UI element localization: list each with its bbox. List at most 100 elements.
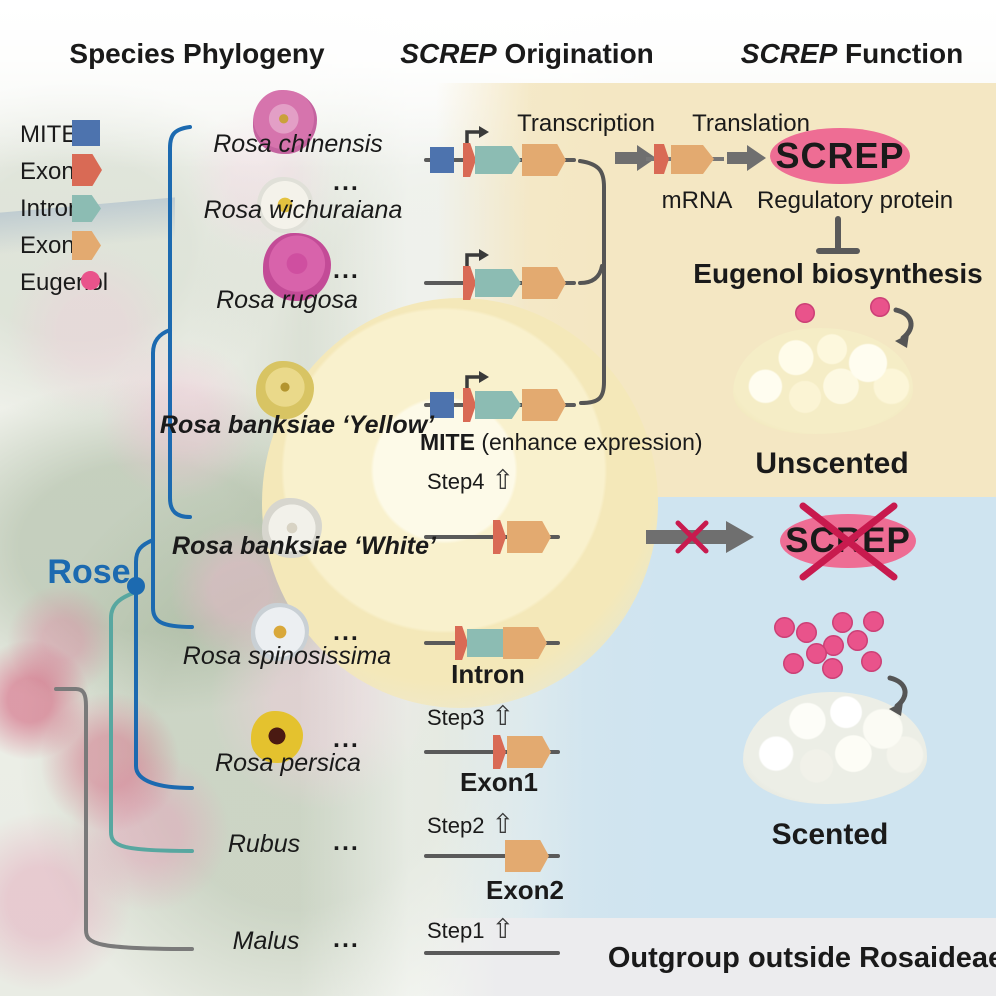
species-label-rosa-banksiae-white: Rosa banksiae ‘White’ — [172, 532, 436, 560]
rosa-rugosa-flower-photo — [263, 233, 331, 301]
eugenol-dot — [783, 653, 804, 674]
exon2-gain-label: Exon2 — [485, 875, 565, 905]
species-label-rubus: Rubus — [227, 830, 301, 858]
species-label-rosa-persica: Rosa persica — [215, 749, 361, 777]
eugenol-dot — [806, 643, 827, 664]
species-label-rosa-chinensis: Rosa chinensis — [213, 130, 383, 158]
exon2-block — [522, 144, 566, 176]
column-header-screp-function: SCREP Function — [741, 38, 963, 70]
intron-block — [475, 391, 521, 419]
mite-block — [430, 147, 454, 173]
legend-label-mite: MITE — [20, 121, 78, 148]
species-label-rosa-banksiae-yellow: Rosa banksiae ‘Yellow’ — [159, 411, 435, 439]
scented-label: Scented — [771, 818, 889, 851]
exon1-block — [493, 735, 506, 769]
eugenol-dot — [847, 630, 868, 651]
mite-block — [430, 392, 454, 418]
screp-italic: SCREP — [740, 38, 838, 69]
step2-label: Step2 ⇧ — [427, 809, 515, 839]
gene-structure-rosa-banksiae-yellow — [424, 383, 576, 427]
gene-baseline — [424, 535, 560, 539]
translation-label: Translation — [692, 110, 810, 137]
rosa-spinosissima-flower-photo — [251, 603, 309, 661]
species-label-rosa-spinosissima: Rosa spinosissima — [182, 642, 392, 670]
gene-structure-rosa-rugosa — [424, 261, 576, 305]
outgroup-strip — [420, 918, 996, 996]
ellipsis: ... — [333, 828, 360, 856]
screp-italic: SCREP — [400, 38, 497, 69]
step1-label: Step1 ⇧ — [427, 914, 515, 944]
up-arrow-icon: ⇧ — [491, 914, 515, 944]
origination-word: Origination — [496, 38, 654, 69]
species-label-rosa-wichuraiana: Rosa wichuraiana — [203, 196, 403, 224]
exon1-block — [493, 520, 506, 554]
step4-label: Step4 ⇧ — [427, 465, 515, 495]
intron-block — [475, 146, 521, 174]
regulatory-protein-label: Regulatory protein — [756, 187, 954, 214]
exon1-block — [455, 626, 468, 660]
unscented-label: Unscented — [755, 447, 909, 480]
exon1-block — [463, 143, 476, 177]
ellipsis: ... — [333, 618, 360, 646]
mrna-label: mRNA — [661, 187, 733, 214]
exon2-block — [507, 736, 551, 768]
gene-structure-rosa-chinensis — [424, 138, 576, 182]
legend-label-intron: Intron — [20, 195, 82, 222]
eugenol-biosynthesis-label: Eugenol biosynthesis — [693, 258, 983, 289]
screp-lost-name: SCREP — [785, 521, 911, 560]
transcription-label: Transcription — [517, 110, 655, 137]
exon2-block — [507, 521, 551, 553]
up-arrow-icon: ⇧ — [491, 465, 515, 495]
eugenol-dot — [863, 611, 884, 632]
rosa-wichuraiana-flower-photo — [257, 177, 313, 233]
exon1-gain-label: Exon1 — [459, 767, 539, 797]
exon2-block — [522, 267, 566, 299]
ellipsis: ... — [333, 256, 360, 284]
ellipsis: ... — [333, 168, 360, 196]
ellipsis: ... — [333, 725, 360, 753]
gene-structure-rubus — [424, 834, 560, 878]
eugenol-dot — [870, 297, 890, 317]
rosa-chinensis-flower-photo — [253, 90, 317, 154]
screp-protein-name: SCREP — [775, 135, 905, 176]
unscented-yellow-flower-cluster-photo — [733, 328, 913, 434]
exon1-block — [463, 388, 476, 422]
exon1-block — [463, 266, 476, 300]
up-arrow-icon: ⇧ — [491, 809, 515, 839]
column-header-species-phylogeny: Species Phylogeny — [69, 38, 325, 69]
exon2-block — [505, 840, 549, 872]
mite-annotation: MITE (enhance expression) — [420, 429, 703, 456]
function-word: Function — [837, 38, 964, 69]
eugenol-swatch-icon — [81, 271, 100, 290]
eugenol-dot — [795, 303, 815, 323]
mite-word: MITE — [420, 429, 475, 455]
eugenol-dot — [823, 635, 844, 656]
species-label-malus: Malus — [232, 927, 300, 955]
gene-baseline — [424, 951, 560, 955]
up-arrow-icon: ⇧ — [491, 701, 515, 731]
species-label-rosa-rugosa: Rosa rugosa — [216, 286, 358, 314]
gene-baseline — [424, 750, 560, 754]
exon2-block — [522, 389, 566, 421]
mite-note: (enhance expression) — [481, 429, 703, 455]
step3-label: Step3 ⇧ — [427, 701, 515, 731]
gene-structure-malus — [424, 931, 560, 975]
eugenol-dot — [861, 651, 882, 672]
gene-structure-rosa-banksiae-white — [424, 515, 560, 559]
rosa-banksiae-yellow-flower-photo — [256, 361, 314, 419]
intron-gain-label: Intron — [451, 659, 525, 689]
outgroup-label: Outgroup outside Rosaideae — [607, 942, 996, 974]
gene-baseline — [424, 854, 560, 858]
eugenol-dot — [774, 617, 795, 638]
exon2-block — [503, 627, 547, 659]
gene-structure-rosa-spinosissima — [424, 621, 560, 665]
rose-clade-label: Rose — [47, 553, 131, 591]
eugenol-dot — [832, 612, 853, 633]
eugenol-dot — [822, 658, 843, 679]
eugenol-dot — [796, 622, 817, 643]
ellipsis: ... — [333, 925, 360, 953]
mite-swatch-icon — [72, 120, 100, 146]
rosa-banksiae-white-flower-photo — [262, 498, 322, 558]
rosa-persica-flower-photo — [251, 711, 303, 763]
